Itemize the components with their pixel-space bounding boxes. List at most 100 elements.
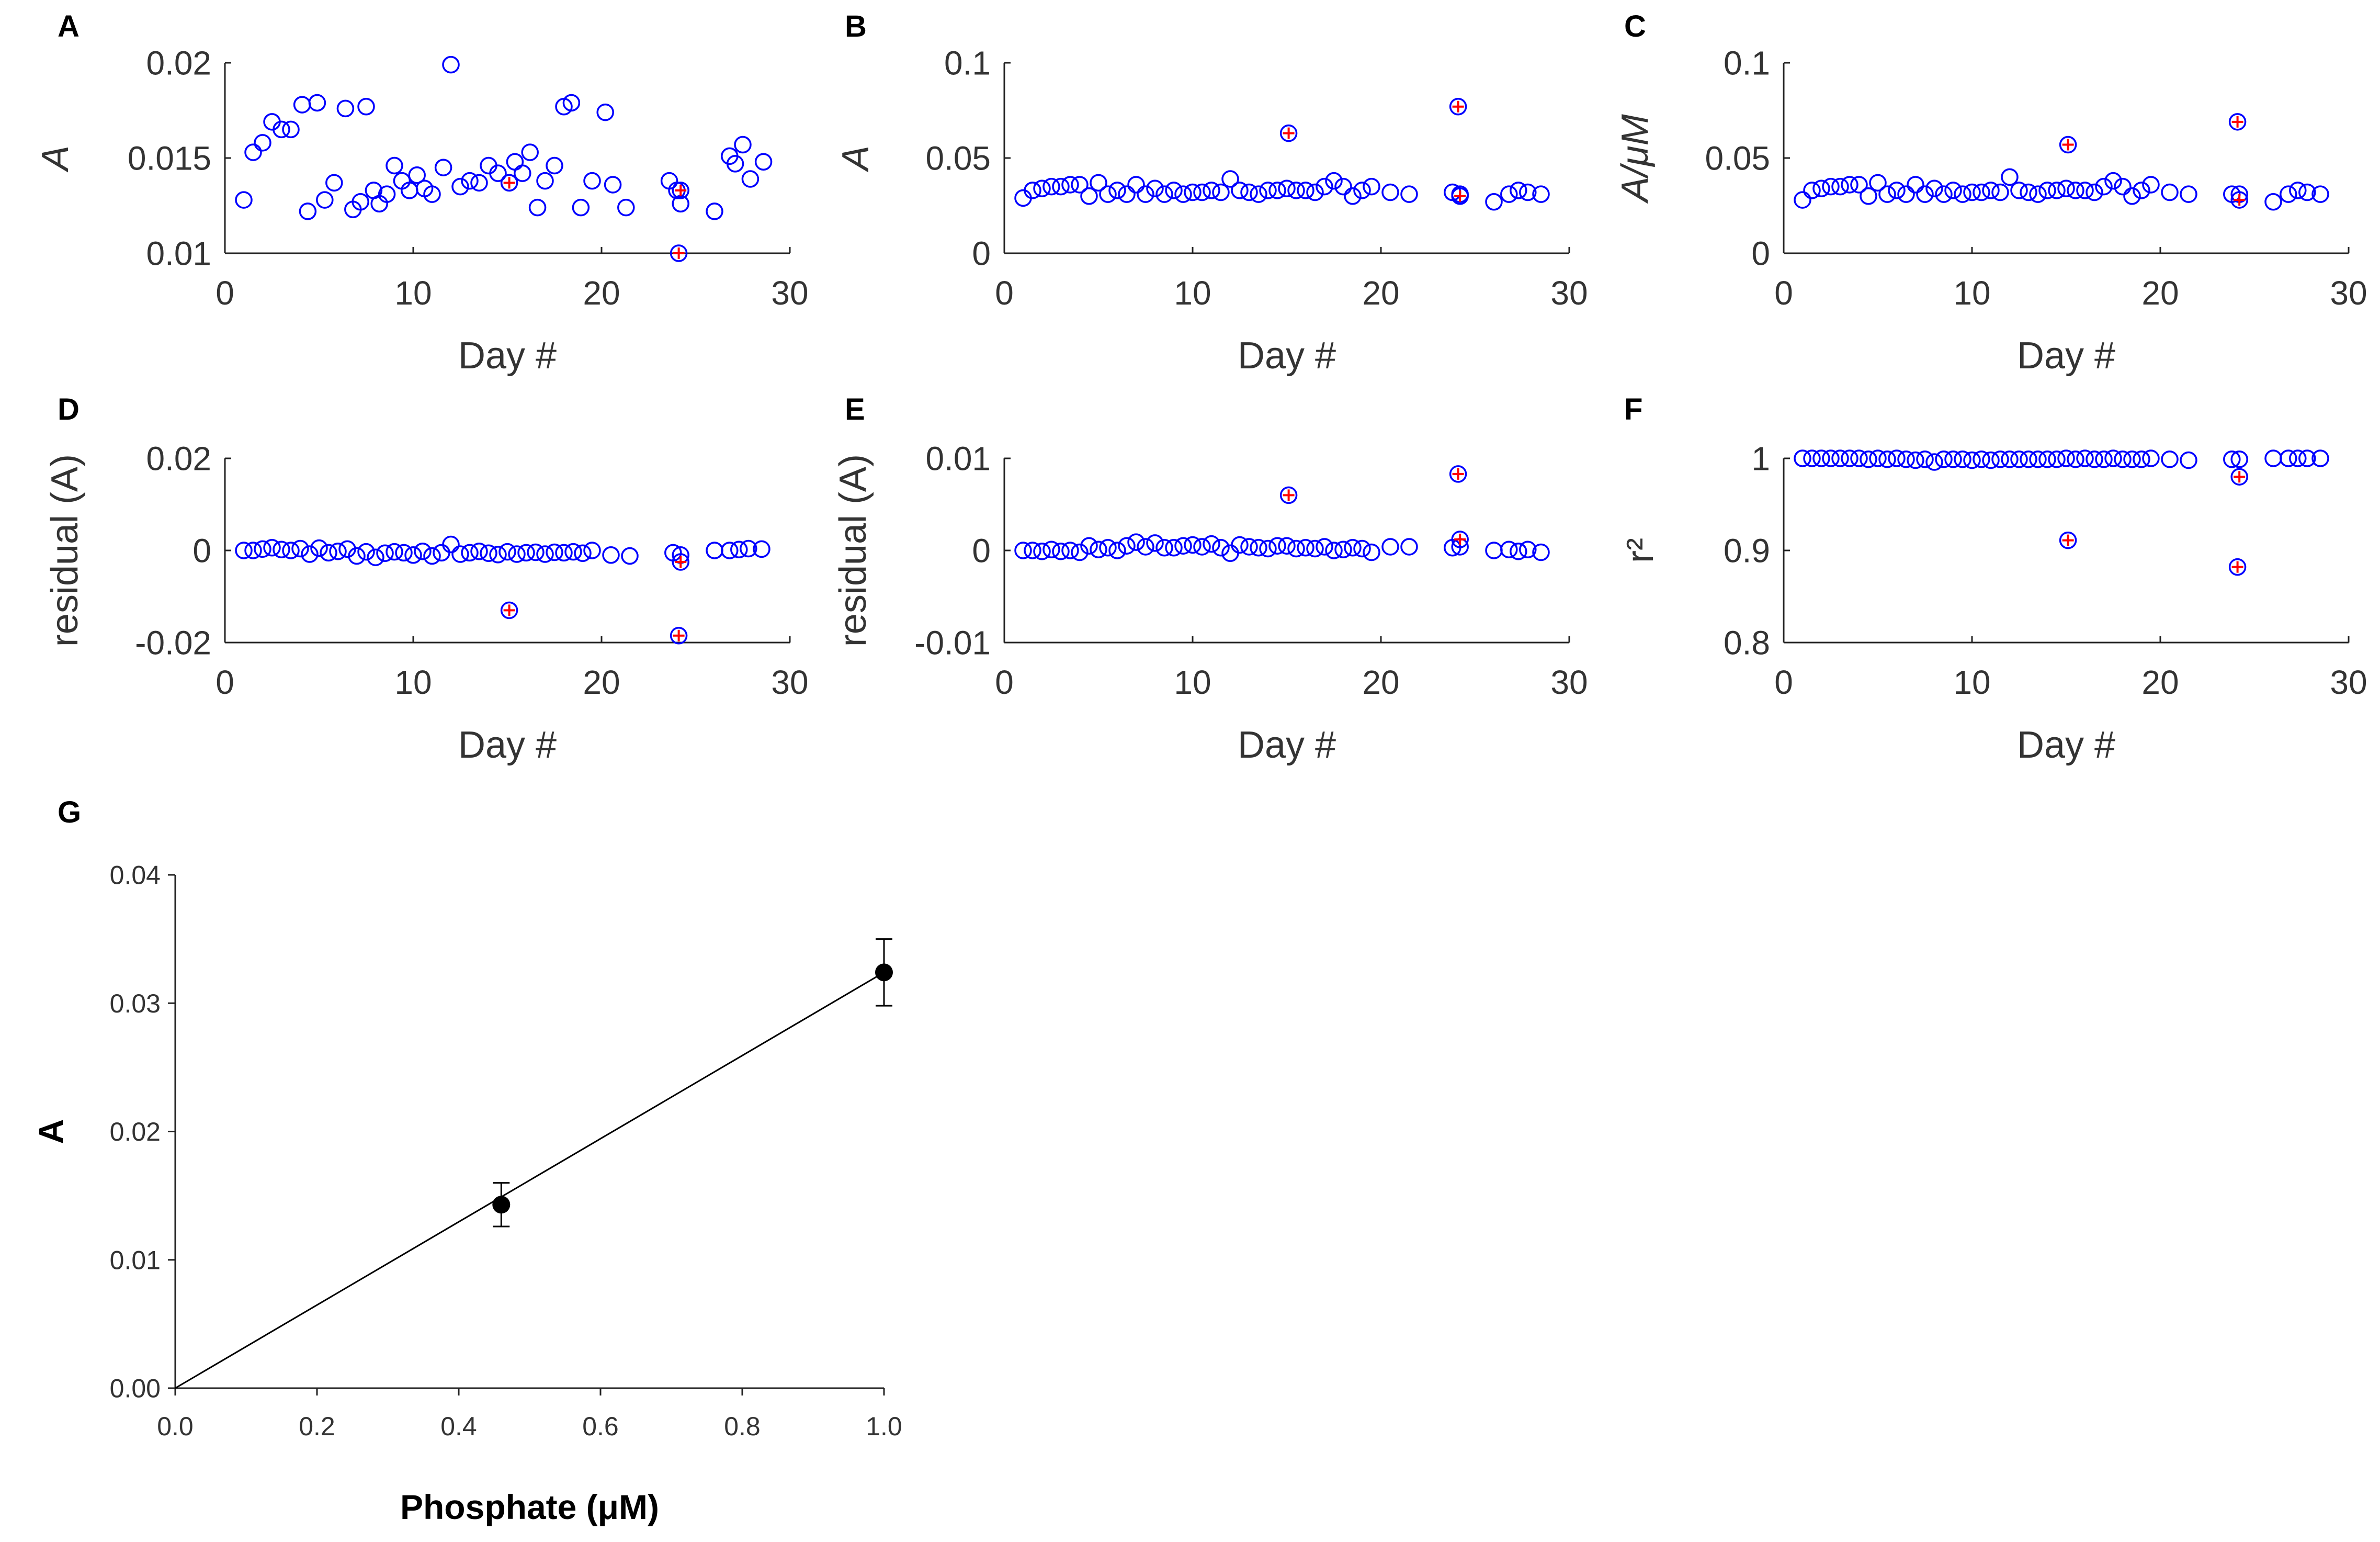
x-tick-label: 0.2 <box>299 1412 335 1441</box>
panel-letter: A <box>58 9 80 43</box>
data-point <box>2289 449 2307 467</box>
data-point <box>1042 177 1060 196</box>
data-point <box>1278 179 1296 197</box>
x-tick-label: 30 <box>771 274 808 312</box>
data-point <box>1510 543 1527 560</box>
data-point <box>442 535 460 554</box>
data-point <box>734 136 752 154</box>
x-tick-label: 0 <box>216 663 234 701</box>
data-point <box>470 543 488 560</box>
x-axis-label: Day # <box>1238 724 1336 766</box>
data-point <box>1108 182 1126 199</box>
y-tick-label: 0.1 <box>1724 44 1770 82</box>
data-point <box>1963 451 1981 469</box>
data-point <box>562 94 581 112</box>
outlier-marker <box>2062 534 2074 546</box>
data-point <box>1316 177 1333 196</box>
data-point <box>308 94 326 112</box>
data-point <box>1052 177 1070 196</box>
data-point <box>754 153 773 171</box>
data-point <box>1907 451 1924 469</box>
data-point <box>514 164 531 182</box>
y-tick-label: 0.02 <box>146 44 211 82</box>
panel-a: A 0 10 20 30 0.01 0.015 0.02 Day # A <box>35 9 809 377</box>
data-point <box>517 544 535 562</box>
outlier-point <box>670 627 688 645</box>
data-point <box>1841 449 1858 467</box>
data-point <box>1334 541 1352 558</box>
data-point <box>1822 449 1840 467</box>
outlier-point <box>670 244 688 262</box>
y-axis-label: A/μM <box>1614 114 1656 204</box>
y-axis-label: r² <box>1619 538 1661 563</box>
x-tick-label: 20 <box>583 663 620 701</box>
data-point <box>2161 451 2179 468</box>
x-tick-label: 0 <box>995 663 1014 701</box>
data-point <box>1363 543 1380 561</box>
y-tick-label: 0.03 <box>110 989 161 1018</box>
data-point <box>2114 451 2132 468</box>
y-tick-label: 0.8 <box>1724 624 1770 661</box>
data-point <box>706 202 723 220</box>
data-point <box>1344 187 1362 205</box>
data-point <box>461 544 479 562</box>
data-point <box>1803 449 1821 467</box>
data-point <box>408 166 426 184</box>
y-tick-label: 0.01 <box>110 1245 161 1275</box>
data-point <box>1878 451 1896 468</box>
data-point <box>1203 182 1220 199</box>
data-point <box>2123 451 2141 468</box>
data-point <box>2001 451 2019 468</box>
data-point <box>740 539 757 558</box>
data-point <box>1014 542 1032 559</box>
data-point <box>2076 182 2094 199</box>
outlier-point <box>2228 558 2247 576</box>
y-tick-label: 0.02 <box>146 440 211 477</box>
x-tick-label: 30 <box>771 663 808 701</box>
data-point <box>273 541 290 558</box>
data-point <box>508 545 526 563</box>
outlier-marker <box>2062 139 2074 151</box>
data-point <box>621 547 639 565</box>
data-point <box>2161 183 2179 201</box>
data-point <box>521 143 539 161</box>
data-point <box>1400 185 1418 203</box>
data-point <box>1268 537 1286 555</box>
data-point <box>2038 182 2056 199</box>
data-point <box>254 134 271 152</box>
data-point <box>480 544 497 562</box>
data-point <box>1137 538 1154 556</box>
outlier-marker <box>1452 100 1464 112</box>
x-tick-label: 10 <box>1953 274 1990 312</box>
data-point <box>2048 182 2066 199</box>
data-point <box>1108 542 1126 559</box>
y-tick-label: 0.015 <box>128 139 211 177</box>
data-point <box>1052 543 1070 560</box>
data-point <box>2095 177 2113 196</box>
y-tick-label: 0 <box>972 234 991 272</box>
y-axis-label: residual (A) <box>44 454 86 647</box>
x-axis-label: Day # <box>1238 335 1336 377</box>
fit-line <box>175 972 885 1389</box>
data-point <box>1897 185 1915 203</box>
data-point <box>442 55 460 74</box>
data-point <box>282 120 300 139</box>
data-point <box>235 542 253 559</box>
data-point <box>1869 449 1887 467</box>
x-axis-label: Day # <box>2017 335 2115 377</box>
x-tick-label: 10 <box>1174 274 1211 312</box>
x-axis-label: Day # <box>458 724 557 766</box>
data-point <box>263 538 281 557</box>
data-point <box>564 543 582 561</box>
y-axis-label: A <box>31 1119 70 1144</box>
data-point <box>395 544 413 562</box>
data-point <box>489 546 507 564</box>
data-point <box>1363 177 1380 196</box>
data-point <box>1916 451 1934 468</box>
data-point <box>2029 451 2047 468</box>
x-tick-label: 30 <box>2330 663 2367 701</box>
data-point <box>2223 451 2241 468</box>
data-point <box>1935 451 1953 468</box>
data-point <box>254 540 271 558</box>
outlier-marker <box>503 604 515 616</box>
